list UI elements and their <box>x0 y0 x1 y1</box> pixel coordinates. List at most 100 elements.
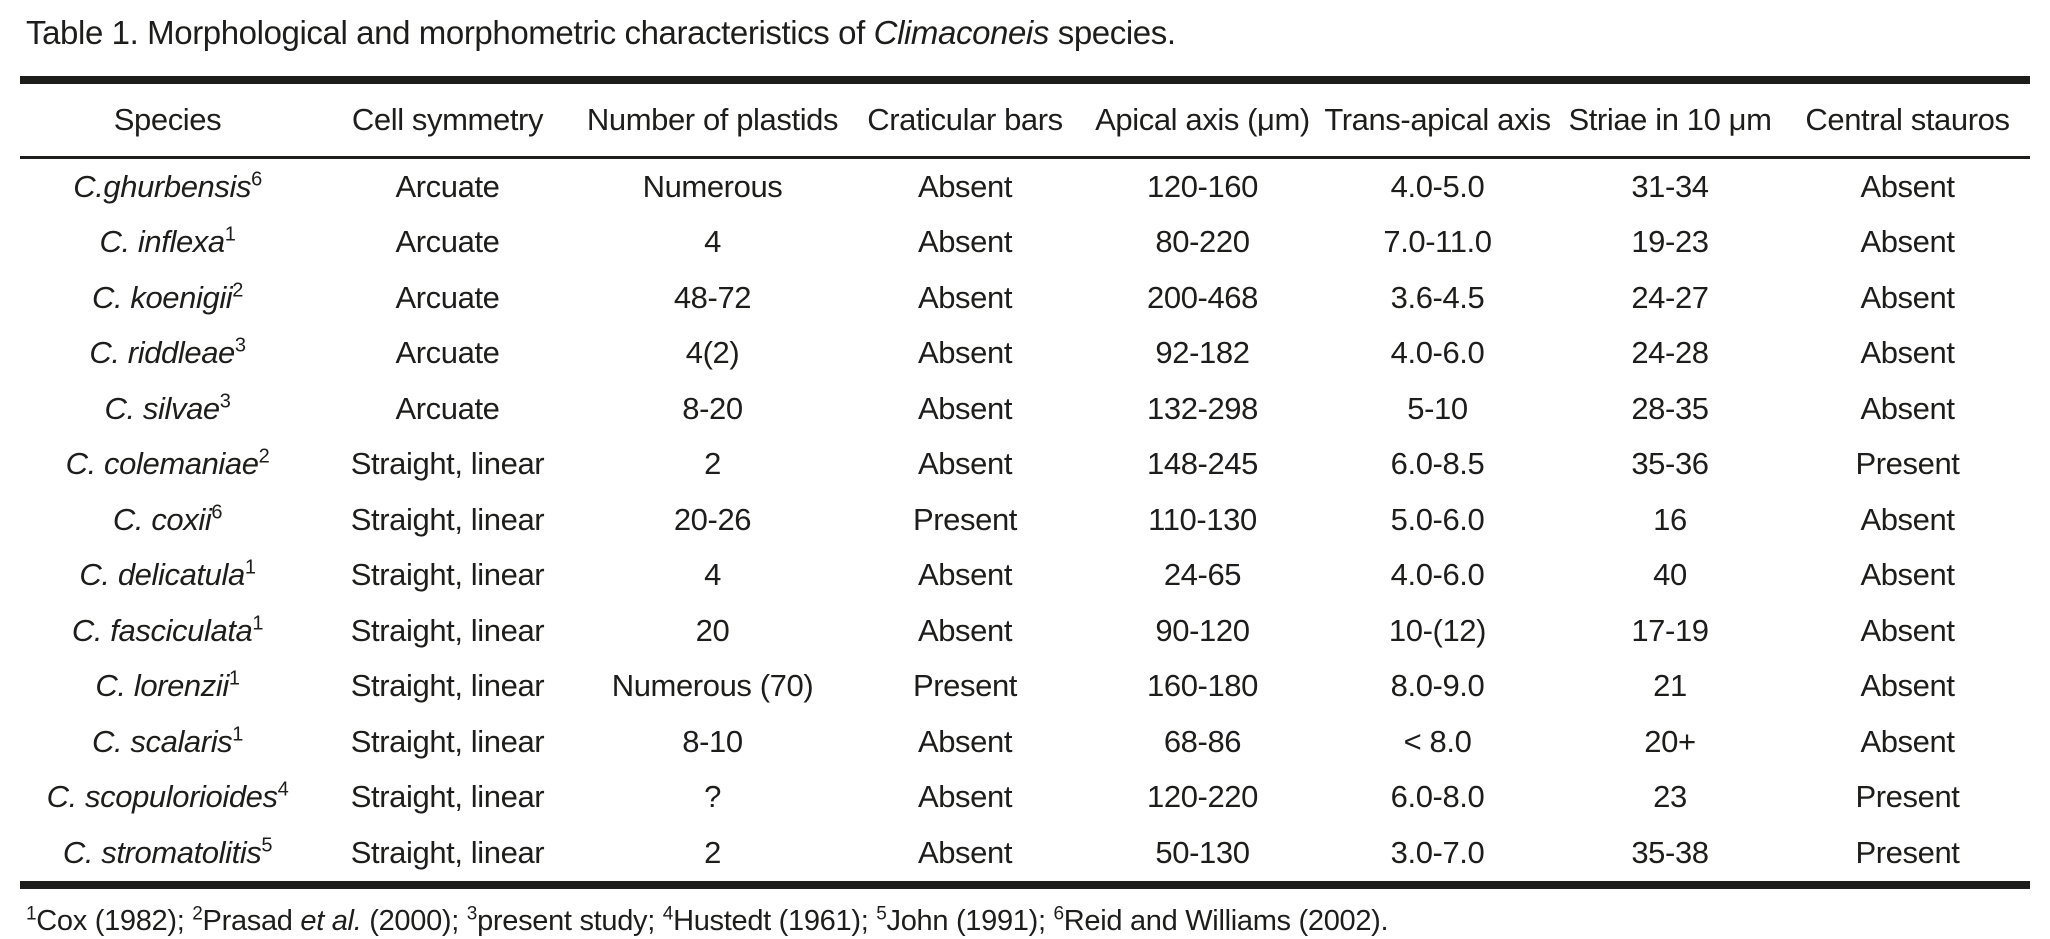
species-name: C. coxii <box>112 501 212 537</box>
species-cell: C. koenigii2 <box>20 270 310 326</box>
footnote-superscript: 2 <box>192 902 203 924</box>
apical-axis-cell: 80-220 <box>1155 224 1250 260</box>
central-stauros-cell: Absent <box>1860 390 1955 426</box>
cell-symmetry-cell: Straight, linear <box>350 834 545 870</box>
species-name: C. silvae <box>104 390 220 426</box>
apical-axis-cell: 160-180 <box>1147 668 1258 704</box>
column-header-number-of-plastids: Number of plastids <box>580 80 845 159</box>
species-ref-superscript: 1 <box>252 612 264 635</box>
craticular-bars-cell: Absent <box>917 279 1013 315</box>
species-ref-superscript: 5 <box>261 834 273 857</box>
table-row: C. scalaris1 Straight, linear 8-10 Absen… <box>20 714 2030 770</box>
craticular-bars-cell: Absent <box>917 612 1013 648</box>
table-row: C. riddleae3 Arcuate 4(2) Absent 92-182 … <box>20 326 2030 382</box>
plastids-cell: 48-72 <box>673 279 752 315</box>
species-name: C. fasciculata <box>71 612 253 648</box>
striae-cell: 23 <box>1653 779 1687 815</box>
apical-axis-cell: 90-120 <box>1155 612 1250 648</box>
apical-axis-cell: 148-245 <box>1147 446 1258 482</box>
table-row: C. colemaniae2 Straight, linear 2 Absent… <box>20 437 2030 493</box>
footnote-text: Hustedt (1961); <box>673 904 877 937</box>
plastids-cell: 4(2) <box>685 335 740 371</box>
column-header-central-stauros: Central stauros <box>1785 80 2030 159</box>
species-ref-superscript: 2 <box>258 445 270 468</box>
cell-symmetry-cell: Arcuate <box>395 390 500 426</box>
column-header-trans-apical-axis: Trans-apical axis <box>1320 80 1555 159</box>
species-cell: C. silvae3 <box>20 381 310 437</box>
footnote-superscript: 3 <box>466 902 478 924</box>
footnote-item: 6Reid and Williams (2002). <box>1054 904 1389 937</box>
cell-symmetry-cell: Straight, linear <box>350 501 545 537</box>
cell-symmetry-cell: Arcuate <box>395 168 500 204</box>
species-cell: C. colemaniae2 <box>20 437 310 493</box>
table-row: C. inflexa1 Arcuate 4 Absent 80-220 7.0-… <box>20 215 2030 271</box>
striae-cell: 21 <box>1653 668 1687 704</box>
table-row: C. lorenzii1 Straight, linear Numerous (… <box>20 659 2030 715</box>
species-cell: C. scopulorioides4 <box>20 770 310 826</box>
apical-axis-cell: 110-130 <box>1148 501 1257 537</box>
table-caption-genus: Climaconeis <box>873 14 1050 51</box>
craticular-bars-cell: Absent <box>917 390 1013 426</box>
plastids-cell: Numerous <box>642 168 783 204</box>
central-stauros-cell: Present <box>1855 779 1960 815</box>
central-stauros-cell: Absent <box>1860 335 1955 371</box>
table-row: C. delicatula1 Straight, linear 4 Absent… <box>20 548 2030 604</box>
column-header-species: Species <box>20 80 310 159</box>
central-stauros-cell: Absent <box>1860 723 1955 759</box>
plastids-cell: 2 <box>704 446 721 482</box>
striae-cell: 17-19 <box>1631 612 1709 648</box>
apical-axis-cell: 132-298 <box>1147 390 1258 426</box>
species-cell: C. scalaris1 <box>20 714 310 770</box>
table-row: C. scopulorioides4 Straight, linear ? Ab… <box>20 770 2030 826</box>
craticular-bars-cell: Absent <box>917 834 1013 870</box>
species-cell: C. fasciculata1 <box>20 603 310 659</box>
trans-apical-axis-cell: 5-10 <box>1407 390 1468 426</box>
species-name: C. koenigii <box>91 279 233 315</box>
cell-symmetry-cell: Arcuate <box>395 224 500 260</box>
trans-apical-axis-cell: 8.0-9.0 <box>1390 668 1485 704</box>
species-cell: C. inflexa1 <box>20 215 310 271</box>
species-ref-superscript: 4 <box>277 778 289 801</box>
central-stauros-cell: Absent <box>1860 668 1955 704</box>
trans-apical-axis-cell: < 8.0 <box>1403 723 1472 759</box>
species-ref-superscript: 1 <box>232 723 244 746</box>
central-stauros-cell: Present <box>1855 834 1960 870</box>
footnote-text: et al. <box>300 904 362 937</box>
species-ref-superscript: 3 <box>234 334 246 357</box>
striae-cell: 16 <box>1653 501 1687 537</box>
footnote-superscript: 4 <box>662 902 674 924</box>
trans-apical-axis-cell: 4.0-5.0 <box>1390 168 1485 204</box>
table-row: C.ghurbensis6 Arcuate Numerous Absent 12… <box>20 158 2030 215</box>
central-stauros-cell: Absent <box>1860 224 1955 260</box>
species-name: C. colemaniae <box>65 446 259 482</box>
cell-symmetry-cell: Straight, linear <box>350 557 545 593</box>
table-row: C. stromatolitis5 Straight, linear 2 Abs… <box>20 825 2030 885</box>
footnote-superscript: 5 <box>876 902 887 924</box>
striae-cell: 20+ <box>1644 723 1696 759</box>
species-name: C. riddleae <box>89 335 235 371</box>
footnote-superscript: 1 <box>26 902 37 924</box>
cell-symmetry-cell: Arcuate <box>395 335 500 371</box>
species-ref-superscript: 6 <box>211 501 223 524</box>
species-cell: C. delicatula1 <box>20 548 310 604</box>
apical-axis-cell: 120-160 <box>1147 168 1258 204</box>
species-ref-superscript: 1 <box>244 556 256 579</box>
plastids-cell: 4 <box>704 557 721 593</box>
footnote-text: Reid and Williams (2002). <box>1063 904 1389 937</box>
species-cell: C. coxii6 <box>20 492 310 548</box>
striae-cell: 40 <box>1653 557 1687 593</box>
species-name: C. stromatolitis <box>62 834 262 870</box>
craticular-bars-cell: Absent <box>917 224 1013 260</box>
footnote-item: 4Hustedt (1961); <box>662 902 877 937</box>
plastids-cell: 4 <box>704 224 721 260</box>
trans-apical-axis-cell: 10-(12) <box>1388 612 1487 648</box>
table-row: C. coxii6 Straight, linear 20-26 Present… <box>20 492 2030 548</box>
species-cell: C. stromatolitis5 <box>20 825 310 885</box>
species-name: C.ghurbensis <box>73 168 252 204</box>
species-cell: C. riddleae3 <box>20 326 310 382</box>
plastids-cell: ? <box>704 779 721 815</box>
species-cell: C.ghurbensis6 <box>20 158 310 215</box>
footnote-item: 3present study; <box>466 902 663 937</box>
trans-apical-axis-cell: 7.0-11.0 <box>1383 224 1492 260</box>
table-row: C. koenigii2 Arcuate 48-72 Absent 200-46… <box>20 270 2030 326</box>
